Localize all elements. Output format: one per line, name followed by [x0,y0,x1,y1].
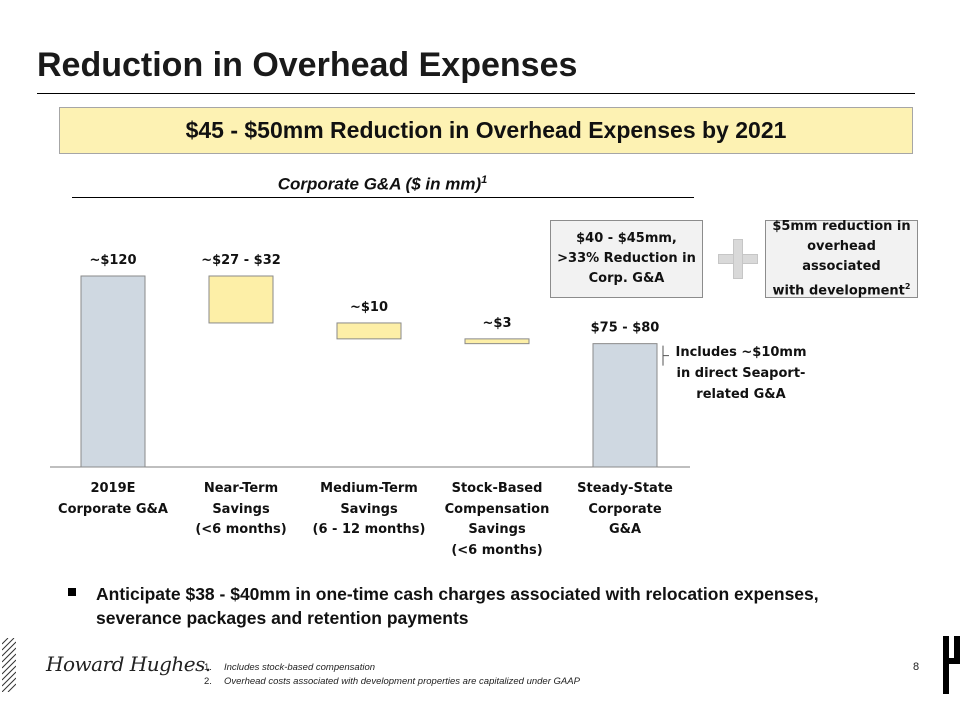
seaport-note-line-2: in direct Seaport- [676,366,806,381]
category-label-2-line-2: (6 - 12 months) [312,522,426,537]
bullet-square-icon [68,588,76,596]
chart-title-text: Corporate G&A ($ in mm) [277,174,482,194]
category-label-0: 2019E Corporate G&A [43,479,183,520]
reduction-callout-line-3: Corp. G&A [588,271,665,286]
data-label-2: ~$10 [350,300,388,315]
reduction-callout-line-1: $40 - $45mm, [576,231,677,246]
category-label-0-line-0: 2019E [90,481,136,496]
bullet-point: Anticipate $38 - $40mm in one-time cash … [68,582,828,630]
category-label-3-line-2: Savings [468,522,526,537]
category-label-0-line-1: Corporate G&A [58,501,168,517]
category-label-1-line-1: Savings [212,501,270,517]
development-callout-line-1: $5mm reduction in [772,218,911,234]
howard-hughes-logo: Howard Hughes. [46,652,211,676]
chart-title: Corporate G&A ($ in mm)1 [70,174,695,195]
development-callout-line-3: with development2 [772,281,911,299]
seaport-note: Includes ~$10mm in direct Seaport- relat… [672,342,810,405]
bar-1 [208,275,274,324]
category-label-3-line-3: (<6 months) [451,542,543,558]
development-callout-line-2: overhead associated [802,238,881,274]
title-divider [37,93,915,94]
development-callout-box: $5mm reduction in overhead associated wi… [765,218,918,299]
category-label-4-line-1: Corporate [588,501,662,517]
data-label-4: $75 - $80 [591,321,660,336]
bar-3 [464,338,530,345]
bar-4 [592,343,658,468]
seaport-bracket [662,345,669,366]
bar-0 [80,275,146,468]
category-label-3: Stock-Based Compensation Savings (<6 months… [427,479,567,561]
seaport-note-line-1: Includes ~$10mm [675,345,807,360]
footnote-1: 1. Includes stock-based compensation [204,662,376,673]
category-label-4-line-0: Steady-State [577,481,673,496]
bullet-text: Anticipate $38 - $40mm in one-time cash … [96,584,819,628]
category-label-2-line-1: Savings [340,501,398,517]
category-label-3-line-1: Compensation [444,501,550,517]
category-label-4-line-2: G&A [608,522,642,537]
logo-hatch-icon [2,638,16,692]
footnotes: 1. Includes stock-based compensation 2. Ov… [204,661,580,689]
page-title: Reduction in Overhead Expenses [37,46,578,84]
category-label-2: Medium-Term Savings (6 - 12 months) [299,479,439,541]
reduction-callout-box: $40 - $45mm, >33% Reduction in Corp. G&A [550,220,703,298]
seaport-note-line-3: related G&A [696,387,786,402]
footnote-2: 2. Overhead costs associated with develop… [204,676,580,687]
headline-banner-text: $45 - $50mm Reduction in Overhead Expens… [185,117,787,143]
reduction-callout-line-2: >33% Reduction in [557,251,696,266]
chart-title-divider [72,197,694,198]
data-label-3: ~$3 [483,316,512,331]
data-label-1: ~$27 - $32 [201,253,281,268]
category-label-4: Steady-State Corporate G&A [555,479,695,541]
page-number: 8 [913,661,920,673]
bar-2 [336,322,402,340]
category-label-3-line-0: Stock-Based [451,481,543,496]
plus-icon [718,239,758,279]
corner-brand-mark-icon [943,636,960,694]
headline-banner: $45 - $50mm Reduction in Overhead Expens… [59,107,913,154]
data-label-0: ~$120 [89,253,136,268]
category-label-1: Near-Term Savings (<6 months) [171,479,311,541]
chart-title-footnote-marker: 1 [481,174,488,186]
development-footnote-marker: 2 [904,281,911,291]
category-label-2-line-0: Medium-Term [320,481,418,496]
category-label-1-line-0: Near-Term [203,481,279,496]
category-label-1-line-2: (<6 months) [195,522,287,537]
